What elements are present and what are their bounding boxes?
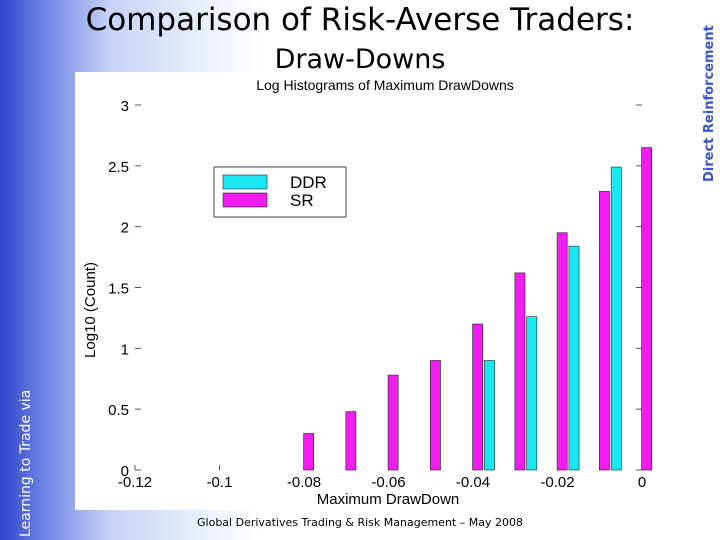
bar-sr bbox=[556, 232, 568, 471]
bar-sr bbox=[599, 191, 610, 471]
y-axis-label: Log10 (Count) bbox=[82, 262, 99, 358]
x-tick-label: -0.12 bbox=[118, 474, 152, 491]
legend-label-sr: SR bbox=[290, 191, 314, 210]
bar-ddr bbox=[484, 360, 495, 471]
x-tick-label: -0.02 bbox=[540, 474, 574, 491]
chart-title: Log Histograms of Maximum DrawDowns bbox=[256, 77, 514, 93]
bar-sr bbox=[514, 272, 526, 471]
bar-sr bbox=[387, 374, 399, 471]
bar-sr bbox=[303, 433, 315, 471]
y-tick-label: 2.5 bbox=[108, 159, 129, 176]
x-tick-label: 0 bbox=[638, 474, 646, 491]
x-axis-label: Maximum DrawDown bbox=[317, 491, 460, 508]
histogram-chart: Log Histograms of Maximum DrawDowns Log1… bbox=[82, 77, 653, 508]
side-label-right: Direct Reinforcement bbox=[702, 25, 717, 182]
footer-text: Global Derivatives Trading & Risk Manage… bbox=[197, 516, 523, 529]
y-tick-label: 2 bbox=[121, 220, 129, 237]
chart-panel: Log Histograms of Maximum DrawDowns Log1… bbox=[75, 72, 655, 510]
y-tick-label: 0 bbox=[121, 463, 129, 480]
slide-subtitle: Draw-Downs bbox=[274, 44, 446, 75]
side-label-left: Learning to Trade via bbox=[18, 389, 34, 537]
y-tick-label: 3 bbox=[121, 98, 129, 115]
x-tick-label: -0.1 bbox=[207, 474, 233, 491]
y-tick-label: 1.5 bbox=[108, 281, 129, 298]
legend-swatch-ddr bbox=[222, 174, 268, 190]
x-tick-label: -0.06 bbox=[371, 474, 405, 491]
bar-ddr bbox=[568, 245, 580, 471]
bar-ddr bbox=[526, 316, 538, 471]
bar-sr bbox=[430, 360, 441, 471]
legend-swatch-sr bbox=[222, 192, 268, 208]
bar-sr bbox=[345, 411, 357, 471]
x-tick-label: -0.08 bbox=[287, 474, 321, 491]
slide-title: Comparison of Risk-Averse Traders: bbox=[85, 2, 635, 38]
bar-sr bbox=[641, 147, 653, 471]
y-tick-label: 1 bbox=[121, 341, 129, 358]
x-tick-label: -0.04 bbox=[456, 474, 490, 491]
bar-sr bbox=[472, 323, 484, 471]
y-tick-label: 0.5 bbox=[108, 402, 129, 419]
bar-ddr bbox=[610, 166, 622, 471]
side-band-right bbox=[696, 0, 720, 186]
legend-label-ddr: DDR bbox=[290, 173, 327, 192]
